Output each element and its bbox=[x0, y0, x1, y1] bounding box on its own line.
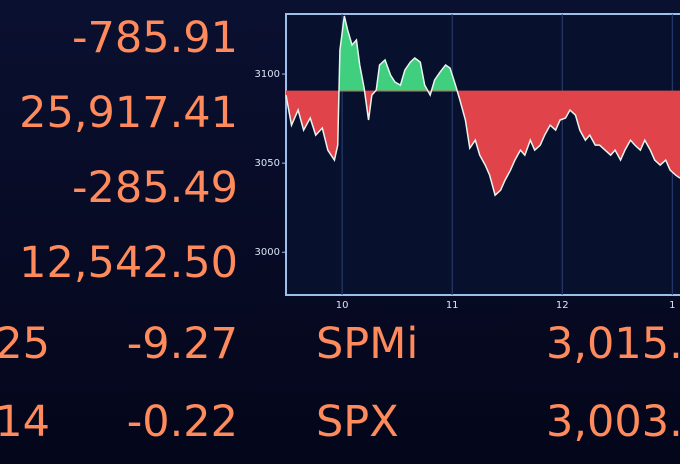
area-below bbox=[286, 91, 680, 196]
row-cell: -9.27 bbox=[127, 319, 238, 369]
x-tick-label: 1 bbox=[669, 300, 675, 311]
area-above bbox=[286, 15, 680, 92]
x-tick-label: 12 bbox=[556, 300, 569, 311]
row-cell: 14 bbox=[0, 397, 50, 447]
quote-value: -785.91 bbox=[72, 13, 238, 63]
quote-value: 12,542.50 bbox=[19, 238, 238, 288]
y-tick-label: 3050 bbox=[255, 158, 280, 169]
quote-value: -285.49 bbox=[72, 163, 238, 213]
x-tick-label: 11 bbox=[446, 300, 459, 311]
price-line bbox=[285, 15, 680, 197]
row-cell: 3,003. bbox=[546, 397, 680, 447]
row-cell: 3,015.0 bbox=[546, 319, 680, 369]
y-tick-label: 3000 bbox=[255, 247, 280, 258]
chart: 10 11 12 1 3000 3050 3100 bbox=[255, 13, 680, 311]
row-cell: 25 bbox=[0, 319, 50, 369]
x-tick-label: 10 bbox=[336, 300, 349, 311]
symbol: SPMi bbox=[316, 319, 418, 369]
y-tick-label: 3100 bbox=[255, 69, 280, 80]
row-cell: -0.22 bbox=[127, 397, 238, 447]
quote-value: 25,917.41 bbox=[19, 88, 238, 138]
symbol: SPX bbox=[316, 397, 399, 447]
